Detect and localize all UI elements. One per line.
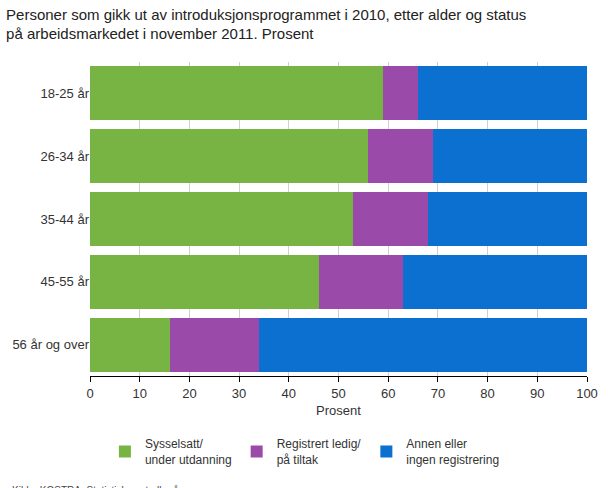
svg-text:10: 10 (132, 386, 146, 401)
svg-text:45-55 år: 45-55 år (41, 274, 90, 289)
svg-text:20: 20 (182, 386, 196, 401)
svg-text:Annen elleringen registrering: Annen elleringen registrering (406, 437, 499, 467)
svg-text:Personer som gikk ut av introd: Personer som gikk ut av introduksjonspro… (6, 6, 526, 43)
svg-text:18-25 år: 18-25 år (41, 86, 90, 101)
svg-text:35-44 år: 35-44 år (41, 212, 90, 227)
svg-text:Kilde: KOSTRA, Statistisk sent: Kilde: KOSTRA, Statistisk sentralbyrå. (12, 485, 182, 488)
svg-text:90: 90 (530, 386, 544, 401)
svg-text:80: 80 (480, 386, 494, 401)
svg-text:30: 30 (232, 386, 246, 401)
svg-text:26-34 år: 26-34 år (41, 149, 90, 164)
svg-text:100: 100 (576, 386, 598, 401)
svg-text:70: 70 (431, 386, 445, 401)
svg-text:50: 50 (331, 386, 345, 401)
svg-text:60: 60 (381, 386, 395, 401)
svg-text:Sysselsatt/under utdanning: Sysselsatt/under utdanning (145, 437, 232, 467)
svg-text:56 år og over: 56 år og over (12, 337, 89, 352)
svg-text:Prosent: Prosent (316, 403, 361, 418)
svg-text:0: 0 (86, 386, 93, 401)
svg-text:40: 40 (282, 386, 296, 401)
svg-text:Registrert ledig/på tiltak: Registrert ledig/på tiltak (277, 437, 362, 467)
